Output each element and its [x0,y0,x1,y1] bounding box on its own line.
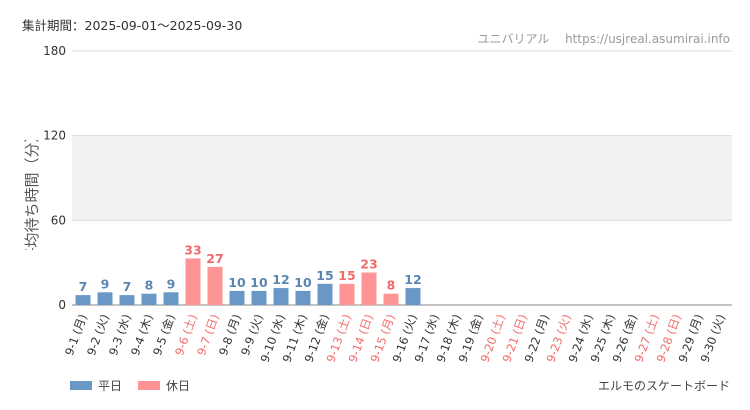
legend-swatch-weekday [70,381,92,390]
bar [75,295,91,305]
bar [295,290,311,305]
x-tick-layer: 9-1 (月)9-2 (火)9-3 (水)9-4 (木)9-5 (金)9-6 (… [62,312,728,364]
y-axis-title: 平均待ち時間（分） [23,140,41,250]
bar [163,292,179,305]
bar [97,292,113,305]
data-label: 10 [250,275,268,290]
data-label: 12 [404,272,421,287]
attraction-name: エルモのスケートボード [597,379,730,393]
x-tick-label: 9-15 (月) [367,312,397,364]
bar [383,293,399,305]
data-label: 27 [206,251,223,266]
x-tick-label: 9-9 (火) [238,312,266,357]
x-tick-label: 9-14 (日) [345,312,375,364]
data-label: 12 [272,272,289,287]
x-tick-label: 9-19 (金) [455,312,485,364]
data-label: 7 [123,279,132,294]
x-tick-label: 9-17 (水) [411,312,441,364]
x-tick-label: 9-18 (木) [433,312,463,364]
x-tick-label: 9-6 (土) [172,312,200,357]
grid-band [72,135,732,221]
data-label: 10 [228,275,246,290]
x-tick-label: 9-24 (水) [565,312,595,364]
data-label: 15 [316,268,333,283]
site-url[interactable]: https://usjreal.asumirai.info [565,32,730,46]
bar [317,283,333,305]
x-tick-label: 9-25 (木) [587,312,617,364]
bar-layer [75,258,421,305]
bar [339,283,355,305]
legend-swatch-holiday [138,381,161,390]
bar [229,290,245,305]
gridline-layer [72,50,732,306]
legend: 平日 休日 [70,377,206,394]
site-name: ユニバリアル [477,32,550,46]
grid-band-layer [72,135,732,221]
bar [119,295,135,305]
bar [361,272,377,305]
x-tick-label: 9-28 (日) [653,312,683,364]
bar [273,288,289,305]
legend-item-holiday[interactable]: 休日 [138,377,190,394]
bar [405,288,421,305]
x-tick-label: 9-27 (土) [631,312,661,364]
x-tick-label: 9-1 (月) [62,312,90,357]
x-tick-label: 9-23 (火) [543,312,573,364]
bar [207,266,223,305]
y-axis-title-text: 平均待ち時間（分） [23,140,41,250]
data-label: 9 [167,276,176,291]
x-tick-label: 9-8 (月) [216,312,244,357]
y-tick-label: 0 [58,298,66,312]
x-tick-label: 9-29 (月) [675,312,705,364]
x-tick-label: 9-16 (火) [389,312,419,364]
data-label: 15 [338,268,355,283]
x-tick-label: 9-4 (木) [128,312,156,357]
y-tick-label: 60 [51,213,66,227]
data-label: 9 [101,276,110,291]
x-tick-label: 9-5 (金) [150,312,178,357]
x-tick-label: 9-21 (日) [499,312,529,364]
x-tick-label: 9-22 (月) [521,312,551,364]
period-label: 集計期間：2025-09-01～2025-09-30 [22,18,243,33]
x-tick-label: 9-30 (火) [697,312,727,364]
data-label: 33 [184,242,201,257]
x-tick-label: 9-11 (木) [279,312,309,364]
site-credit[interactable]: ユニバリアル https://usjreal.asumirai.info [478,30,730,47]
x-tick-label: 9-12 (金) [301,312,331,364]
x-tick-label: 9-10 (水) [257,312,287,364]
y-tick-label: 180 [43,44,66,58]
data-label: 8 [145,278,154,293]
data-label: 8 [387,278,396,293]
bar [141,293,157,305]
data-label: 23 [360,257,377,272]
bar [251,290,267,305]
legend-item-weekday[interactable]: 平日 [70,377,122,394]
x-tick-label: 9-3 (水) [106,312,134,357]
x-tick-label: 9-2 (火) [84,312,112,357]
x-tick-label: 9-13 (土) [323,312,353,364]
data-label: 7 [79,279,88,294]
x-tick-label: 9-26 (金) [609,312,639,364]
bar [185,258,201,305]
x-tick-label: 9-20 (土) [477,312,507,364]
data-label: 10 [294,275,312,290]
x-tick-label: 9-7 (日) [194,312,222,357]
legend-label-holiday: 休日 [166,379,191,393]
legend-label-weekday: 平日 [98,379,123,393]
